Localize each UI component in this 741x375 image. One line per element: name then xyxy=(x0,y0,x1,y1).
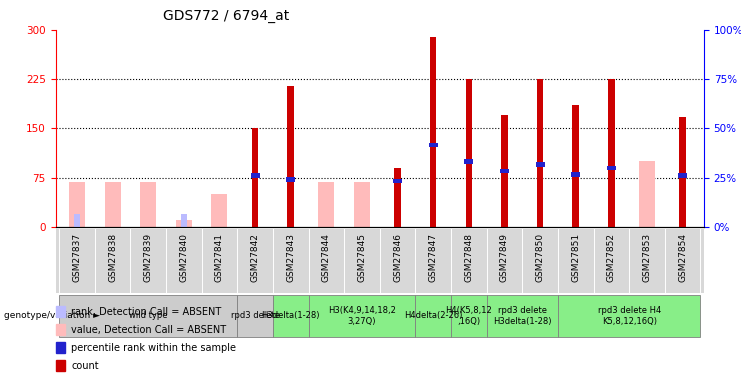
FancyBboxPatch shape xyxy=(59,295,237,337)
Text: rank, Detection Call = ABSENT: rank, Detection Call = ABSENT xyxy=(71,307,222,316)
Text: GSM27838: GSM27838 xyxy=(108,233,117,282)
Bar xyxy=(74,214,80,227)
FancyBboxPatch shape xyxy=(451,295,487,337)
FancyBboxPatch shape xyxy=(558,295,700,337)
Bar xyxy=(500,169,509,173)
Text: rpd3 delete
H3delta(1-28): rpd3 delete H3delta(1-28) xyxy=(493,306,551,326)
Bar xyxy=(536,162,545,167)
Bar xyxy=(608,79,614,227)
Bar xyxy=(607,165,616,170)
Bar xyxy=(394,168,401,227)
Text: genotype/variation ►: genotype/variation ► xyxy=(4,311,100,320)
Text: GSM27845: GSM27845 xyxy=(357,233,367,282)
FancyBboxPatch shape xyxy=(416,295,451,337)
Bar xyxy=(429,142,438,147)
Bar xyxy=(319,182,334,227)
Text: GSM27847: GSM27847 xyxy=(429,233,438,282)
FancyBboxPatch shape xyxy=(237,295,273,337)
Text: GSM27842: GSM27842 xyxy=(250,233,259,282)
Bar xyxy=(354,182,370,227)
Text: GSM27844: GSM27844 xyxy=(322,233,330,282)
Bar xyxy=(639,161,655,227)
Bar xyxy=(573,105,579,227)
Bar xyxy=(537,79,543,227)
Text: GSM27848: GSM27848 xyxy=(465,233,473,282)
Bar xyxy=(430,37,436,227)
Text: value, Detection Call = ABSENT: value, Detection Call = ABSENT xyxy=(71,325,226,334)
FancyBboxPatch shape xyxy=(273,295,308,337)
Text: H4delta(2-26): H4delta(2-26) xyxy=(404,311,462,320)
Bar xyxy=(250,173,259,178)
Bar xyxy=(571,172,580,177)
Text: wild type: wild type xyxy=(129,311,167,320)
Bar xyxy=(69,182,85,227)
Text: GSM27840: GSM27840 xyxy=(179,233,188,282)
Text: GSM27852: GSM27852 xyxy=(607,233,616,282)
Bar xyxy=(501,116,508,227)
Text: GSM27846: GSM27846 xyxy=(393,233,402,282)
Bar xyxy=(678,173,687,178)
FancyBboxPatch shape xyxy=(487,295,558,337)
Text: rpd3 delete H4
K5,8,12,16Q): rpd3 delete H4 K5,8,12,16Q) xyxy=(597,306,661,326)
Bar xyxy=(679,117,685,227)
Text: GSM27851: GSM27851 xyxy=(571,233,580,282)
Bar xyxy=(140,182,156,227)
Bar xyxy=(465,79,472,227)
Bar xyxy=(252,128,259,227)
Text: GSM27839: GSM27839 xyxy=(144,233,153,282)
Text: GSM27843: GSM27843 xyxy=(286,233,295,282)
Text: H3(K4,9,14,18,2
3,27Q): H3(K4,9,14,18,2 3,27Q) xyxy=(328,306,396,326)
Bar xyxy=(393,178,402,183)
Bar xyxy=(286,177,295,182)
Text: H4(K5,8,12
,16Q): H4(K5,8,12 ,16Q) xyxy=(445,306,492,326)
Bar xyxy=(104,182,121,227)
Text: GSM27853: GSM27853 xyxy=(642,233,651,282)
Bar xyxy=(465,159,473,164)
Text: GSM27854: GSM27854 xyxy=(678,233,687,282)
Text: GSM27849: GSM27849 xyxy=(500,233,509,282)
Bar xyxy=(181,214,187,227)
FancyBboxPatch shape xyxy=(308,295,416,337)
Text: GSM27841: GSM27841 xyxy=(215,233,224,282)
Text: H3delta(1-28): H3delta(1-28) xyxy=(262,311,320,320)
Text: percentile rank within the sample: percentile rank within the sample xyxy=(71,343,236,352)
Bar xyxy=(288,86,294,227)
Text: rpd3 delete: rpd3 delete xyxy=(230,311,279,320)
Text: count: count xyxy=(71,361,99,370)
Text: GDS772 / 6794_at: GDS772 / 6794_at xyxy=(163,9,289,23)
Text: GSM27850: GSM27850 xyxy=(536,233,545,282)
Bar xyxy=(176,220,192,227)
Bar xyxy=(211,194,227,227)
Text: GSM27837: GSM27837 xyxy=(73,233,82,282)
